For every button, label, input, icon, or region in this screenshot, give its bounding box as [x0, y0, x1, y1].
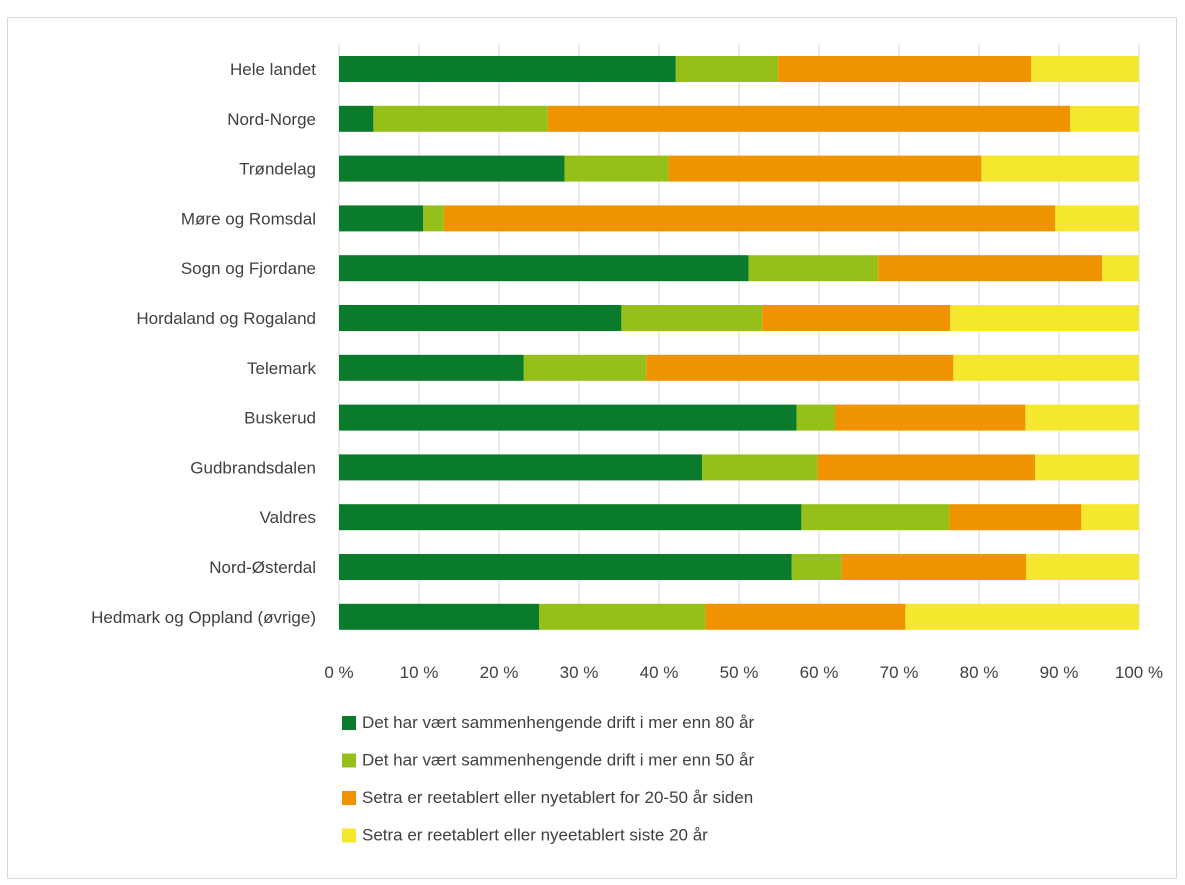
bar-segment	[1055, 205, 1139, 232]
bar-segment	[339, 554, 792, 580]
bar-segment	[564, 155, 669, 182]
x-axis-ticks: 0 % 10 % 20 % 30 % 40 % 50 % 60 % 70 % 80 % 90 % 1…	[324, 663, 1163, 682]
bar-segment	[339, 205, 423, 232]
bar-segment	[443, 205, 1055, 232]
bar-segment	[702, 454, 818, 481]
legend-label: Setra er reetablert eller nyeetablert si…	[362, 826, 708, 845]
bar-segment	[339, 155, 565, 182]
legend-swatch	[342, 791, 356, 805]
legend-label: Det har vært sammenhengende drift i mer …	[362, 713, 754, 732]
bar-segment	[778, 56, 1031, 82]
bar-segment	[1031, 56, 1139, 82]
bar-segment	[748, 255, 879, 282]
bar-segment	[339, 504, 802, 531]
bar-segment	[373, 105, 548, 132]
bar-segment	[339, 255, 749, 282]
category-label: Hordaland og Rogaland	[136, 309, 316, 328]
bar-segment	[762, 305, 951, 331]
bar-segment	[705, 603, 906, 630]
bar-segment	[1026, 554, 1139, 580]
category-label: Sogn og Fjordane	[181, 259, 316, 278]
bar-segment	[949, 504, 1082, 531]
bar-segment	[339, 105, 374, 132]
bar-segment	[905, 603, 1139, 630]
bar-segment	[1035, 454, 1139, 481]
category-label: Telemark	[247, 359, 316, 378]
x-tick-label: 10 %	[400, 663, 439, 682]
category-labels: Hele landet Nord-Norge Trøndelag Møre og Ro…	[91, 60, 316, 627]
category-label: Nord-Østerdal	[209, 558, 316, 577]
legend: Det har vært sammenhengende drift i mer …	[342, 713, 754, 845]
x-tick-label: 80 %	[960, 663, 999, 682]
x-tick-label: 30 %	[560, 663, 599, 682]
bar-segment	[950, 305, 1139, 331]
bar-segment	[339, 603, 539, 630]
x-tick-label: 40 %	[640, 663, 679, 682]
bar-segment	[621, 305, 763, 331]
bar-segment	[817, 454, 1035, 481]
legend-label: Setra er reetablert eller nyetablert for…	[362, 788, 753, 807]
x-tick-label: 0 %	[324, 663, 353, 682]
legend-label: Det har vært sammenhengende drift i mer …	[362, 751, 754, 770]
category-label: Hele landet	[230, 60, 316, 79]
bar-segment	[339, 305, 622, 331]
bar-segment	[1070, 105, 1139, 132]
category-label: Trøndelag	[239, 160, 316, 179]
bar-segment	[339, 454, 703, 481]
legend-swatch	[342, 753, 356, 768]
legend-swatch	[342, 828, 356, 843]
category-label: Nord-Norge	[227, 110, 316, 129]
x-tick-label: 100 %	[1115, 663, 1163, 682]
bar-segment	[981, 155, 1139, 182]
bar-segment	[841, 554, 1027, 580]
legend-swatch	[342, 716, 356, 730]
bar-segment	[801, 504, 950, 531]
bar-segment	[539, 603, 706, 630]
bar-segment	[675, 56, 779, 82]
x-tick-label: 60 %	[800, 663, 839, 682]
bars	[339, 56, 1139, 630]
bar-segment	[1025, 404, 1139, 431]
category-label: Gudbrandsdalen	[190, 458, 316, 477]
bar-segment	[835, 404, 1026, 431]
category-label: Hedmark og Oppland (øvrige)	[91, 608, 316, 627]
x-tick-label: 20 %	[480, 663, 519, 682]
category-label: Buskerud	[244, 409, 316, 428]
bar-segment	[796, 404, 835, 431]
x-tick-label: 70 %	[880, 663, 919, 682]
bar-segment	[423, 205, 444, 232]
category-label: Valdres	[260, 508, 316, 527]
bar-segment	[1081, 504, 1139, 531]
bar-segment	[878, 255, 1103, 282]
bar-segment	[339, 404, 797, 431]
x-tick-label: 90 %	[1040, 663, 1079, 682]
bar-segment	[339, 354, 524, 381]
bar-segment	[547, 105, 1071, 132]
bar-segment	[953, 354, 1139, 381]
bar-segment	[523, 354, 647, 381]
x-tick-label: 50 %	[720, 663, 759, 682]
bar-segment	[1102, 255, 1139, 282]
bar-segment	[668, 155, 982, 182]
category-label: Møre og Romsdal	[181, 209, 316, 228]
bar-segment	[646, 354, 954, 381]
bar-segment	[339, 56, 676, 82]
bar-segment	[791, 554, 842, 580]
